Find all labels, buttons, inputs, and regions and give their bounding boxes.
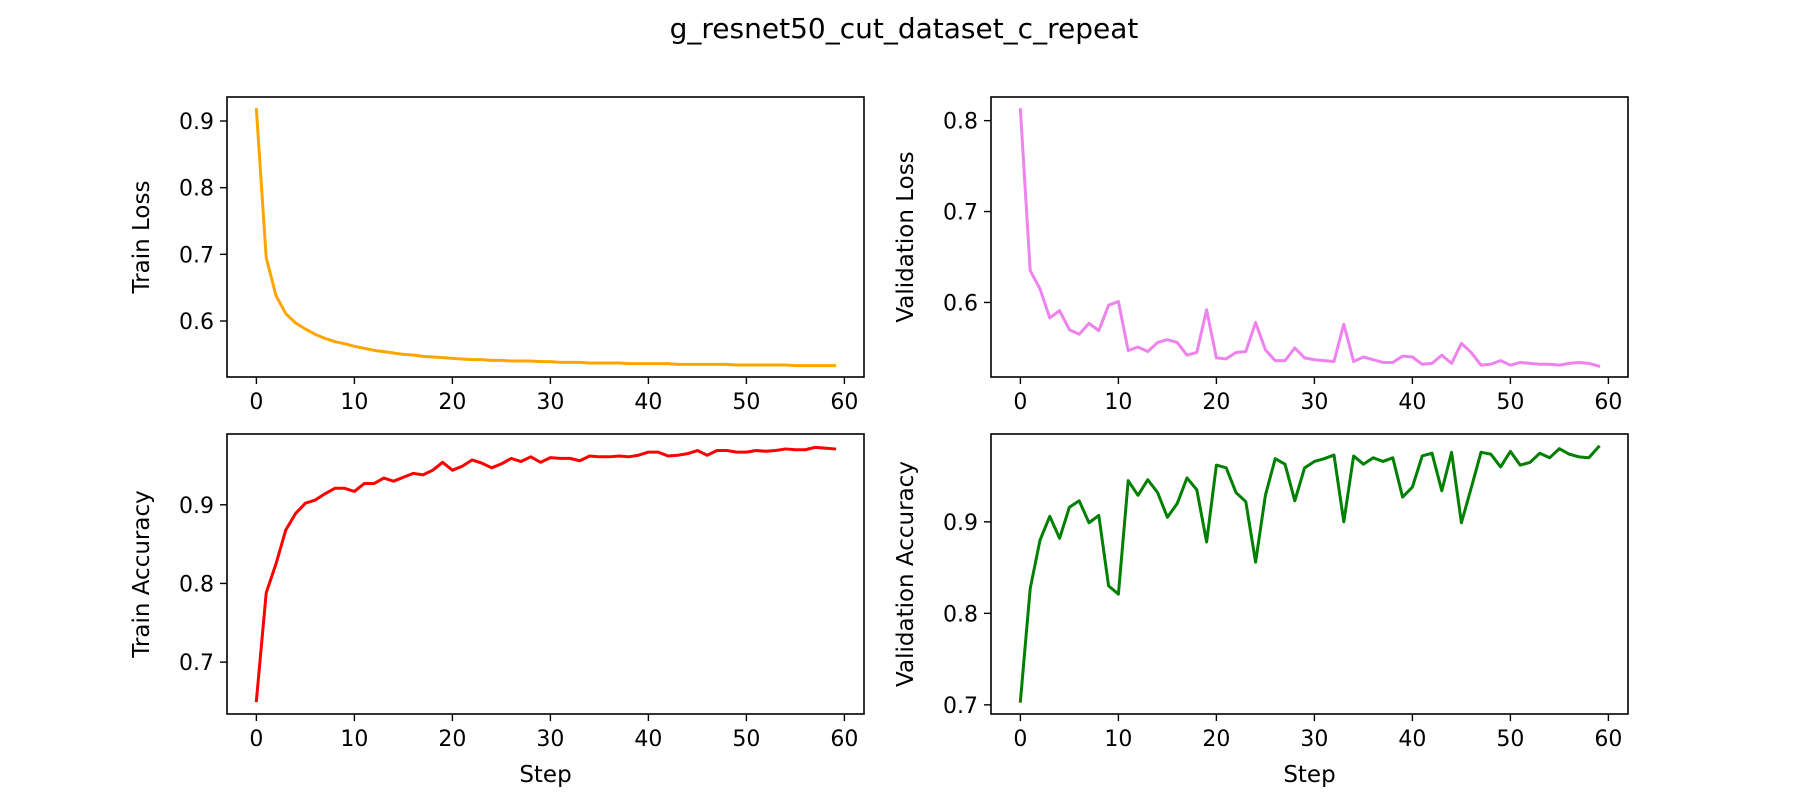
train-accuracy-x-tick-label: 60 xyxy=(830,727,858,752)
validation-accuracy-subplot: 0 10 20 30 40 50 60 0.7 0.8 0.9 Validation Accurac… xyxy=(893,433,1629,788)
train-loss-subplot: 0 10 20 30 40 50 60 0.6 0.7 0.8 0.9 Train Loss xyxy=(129,96,865,415)
train-loss-y-tick-label: 0.6 xyxy=(179,310,214,335)
train-accuracy-y-tick-label: 0.9 xyxy=(179,494,214,519)
validation-accuracy-x-tick-label: 60 xyxy=(1594,727,1622,752)
train-loss-series-line xyxy=(254,108,837,368)
train-accuracy-series-line xyxy=(254,445,837,703)
validation-loss-y-tick-label: 0.7 xyxy=(943,201,978,226)
train-loss-y-axis-label: Train Loss xyxy=(129,181,155,295)
validation-accuracy-series-line xyxy=(1018,444,1601,703)
validation-accuracy-y-axis-label: Validation Accuracy xyxy=(893,461,919,687)
train-accuracy-x-tick-label: 20 xyxy=(438,727,466,752)
validation-loss-series-line xyxy=(1018,108,1601,368)
validation-accuracy-x-tick-label: 50 xyxy=(1496,727,1524,752)
train-accuracy-axes-frame xyxy=(226,433,865,715)
validation-accuracy-x-tick-label: 30 xyxy=(1300,727,1328,752)
train-loss-y-tick-label: 0.9 xyxy=(179,110,214,135)
train-accuracy-x-tick-label: 10 xyxy=(340,727,368,752)
validation-accuracy-x-tick-label: 20 xyxy=(1202,727,1230,752)
validation-accuracy-x-axis-label: Step xyxy=(1283,762,1335,788)
train-accuracy-y-tick-label: 0.7 xyxy=(179,651,214,676)
train-accuracy-x-tick-label: 50 xyxy=(732,727,760,752)
validation-loss-x-tick-label: 40 xyxy=(1398,390,1426,415)
validation-loss-x-tick-label: 30 xyxy=(1300,390,1328,415)
train-accuracy-y-axis-label: Train Accuracy xyxy=(129,490,155,659)
train-loss-x-tick-label: 10 xyxy=(340,390,368,415)
validation-accuracy-y-tick-label: 0.7 xyxy=(943,694,978,719)
validation-loss-subplot: 0 10 20 30 40 50 60 0.6 0.7 0.8 Validation Loss xyxy=(893,96,1629,415)
train-loss-y-tick-label: 0.7 xyxy=(179,243,214,268)
validation-accuracy-x-tick-label: 40 xyxy=(1398,727,1426,752)
train-loss-y-tick-label: 0.8 xyxy=(179,177,214,202)
figure-title: g_resnet50_cut_dataset_c_repeat xyxy=(670,12,1139,45)
train-loss-x-tick-label: 60 xyxy=(830,390,858,415)
train-accuracy-x-tick-label: 40 xyxy=(634,727,662,752)
validation-loss-x-tick-label: 20 xyxy=(1202,390,1230,415)
train-accuracy-x-tick-label: 0 xyxy=(249,727,263,752)
train-loss-x-tick-label: 30 xyxy=(536,390,564,415)
train-loss-x-tick-label: 40 xyxy=(634,390,662,415)
train-loss-x-tick-label: 20 xyxy=(438,390,466,415)
train-accuracy-x-tick-label: 30 xyxy=(536,727,564,752)
validation-loss-y-tick-label: 0.6 xyxy=(943,291,978,316)
validation-loss-y-axis-label: Validation Loss xyxy=(893,151,919,322)
validation-loss-x-tick-label: 50 xyxy=(1496,390,1524,415)
validation-loss-x-tick-label: 0 xyxy=(1013,390,1027,415)
validation-accuracy-y-tick-label: 0.8 xyxy=(943,602,978,627)
validation-accuracy-axes-frame xyxy=(990,433,1629,715)
train-accuracy-x-axis-label: Step xyxy=(519,762,571,788)
validation-accuracy-x-tick-label: 10 xyxy=(1104,727,1132,752)
validation-loss-x-tick-label: 10 xyxy=(1104,390,1132,415)
train-loss-x-tick-label: 0 xyxy=(249,390,263,415)
validation-loss-y-tick-label: 0.8 xyxy=(943,110,978,135)
train-accuracy-subplot: 0 10 20 30 40 50 60 0.7 0.8 0.9 Train Accuracy Step xyxy=(129,433,865,788)
validation-loss-axes-frame xyxy=(990,96,1629,378)
train-accuracy-y-tick-label: 0.8 xyxy=(179,572,214,597)
train-loss-x-tick-label: 50 xyxy=(732,390,760,415)
validation-loss-x-tick-label: 60 xyxy=(1594,390,1622,415)
validation-accuracy-y-tick-label: 0.9 xyxy=(943,511,978,536)
validation-accuracy-x-tick-label: 0 xyxy=(1013,727,1027,752)
train-loss-axes-frame xyxy=(226,96,865,378)
